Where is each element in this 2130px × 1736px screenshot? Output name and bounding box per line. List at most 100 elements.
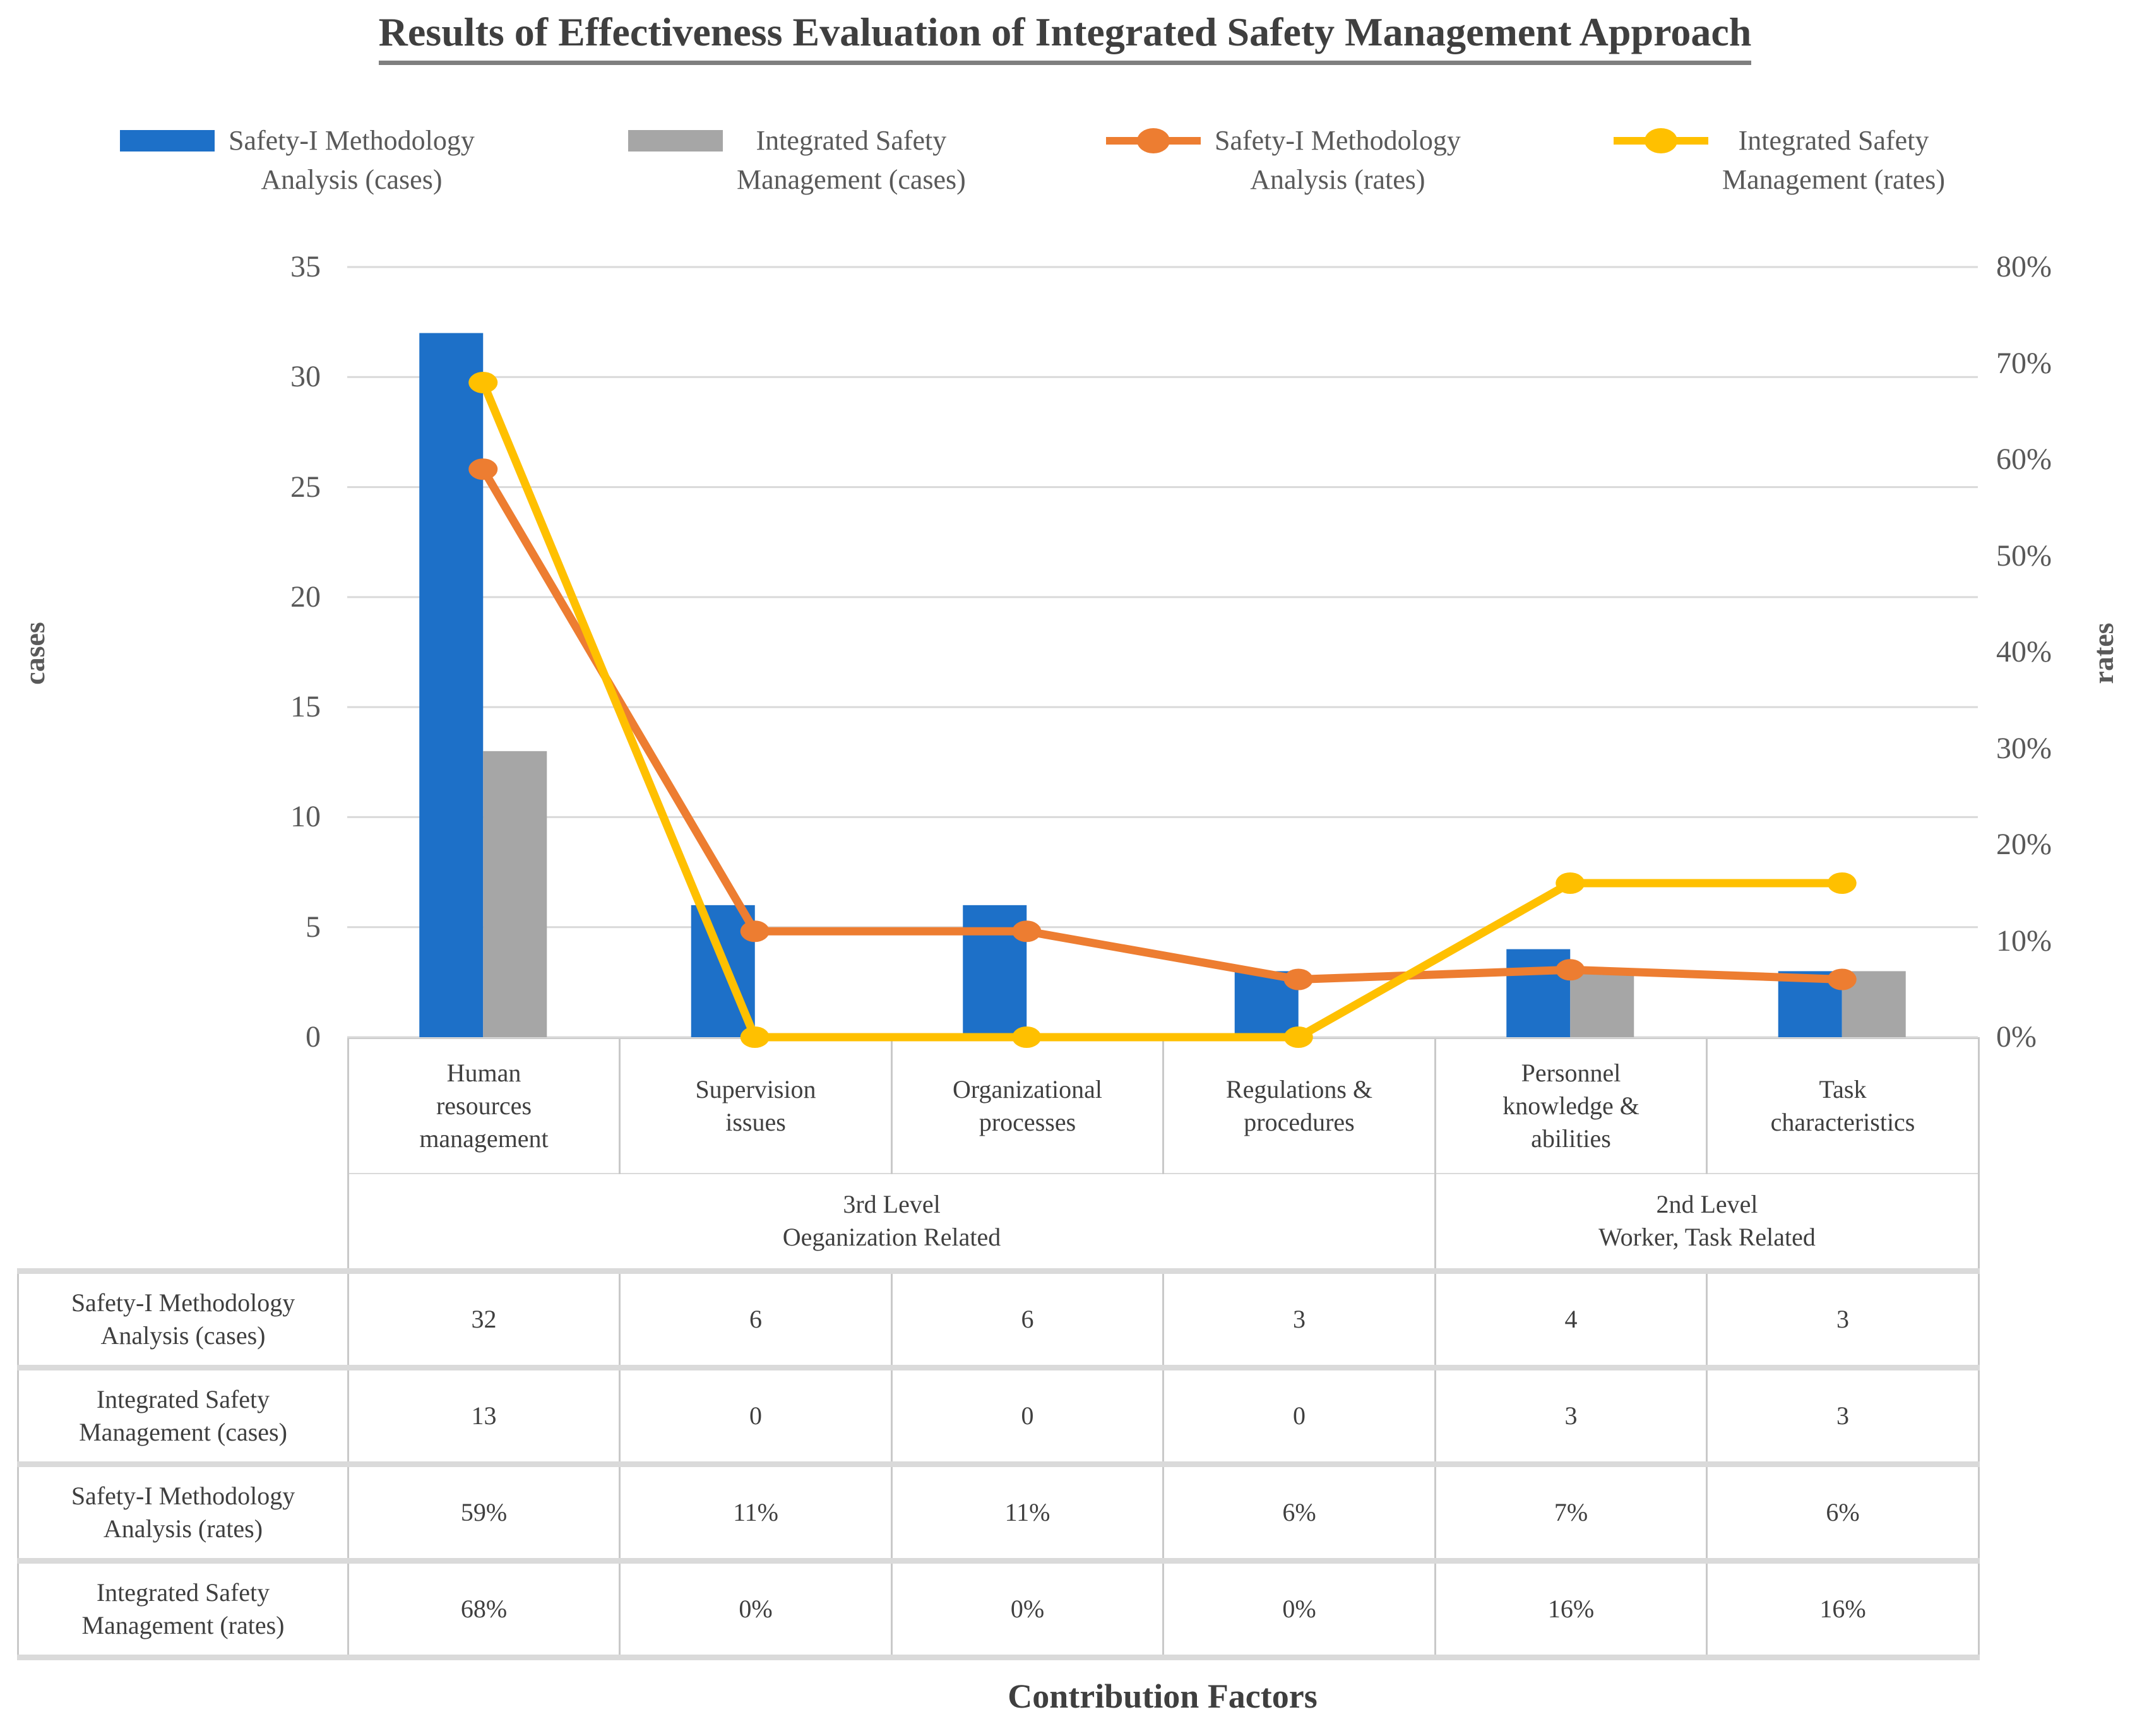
table-value: 6 [891,1268,1164,1370]
category-label: Personnel knowledge & abilities [1434,1037,1708,1174]
data-point-marker [468,372,498,393]
table-value: 0% [1162,1558,1436,1660]
data-point-marker [1556,959,1585,981]
left-axis: 35 30 25 20 15 10 5 0 [208,0,321,1736]
legend-item: Integrated Safety Management (cases) [628,121,966,199]
data-point-marker [468,458,498,480]
table-row: Integrated Safety Management (cases) 13 0 0… [17,1365,1980,1467]
table-value: 7% [1434,1461,1708,1564]
right-axis-tick: 70% [1996,346,2052,380]
table-value: 0% [619,1558,893,1660]
gray-bar-swatch-icon [628,130,723,152]
table-value: 4 [1434,1268,1708,1370]
legend-label: Integrated Safety Management (cases) [737,125,966,195]
row-header: Integrated Safety Management (cases) [17,1365,349,1467]
right-axis-tick: 20% [1996,828,2052,861]
bar [1570,971,1634,1037]
category-label: Human resources management [347,1037,621,1174]
table-row: Safety-I Methodology Analysis (rates) 59%… [17,1461,1980,1564]
category-label: Supervision issues [619,1037,893,1174]
left-axis-tick: 0 [306,1020,321,1054]
left-axis-tick: 15 [290,690,321,724]
table-value: 3 [1162,1268,1436,1370]
table-value: 68% [347,1558,621,1660]
legend-item: Safety-I Methodology Analysis (cases) [120,121,475,199]
bar [1841,971,1906,1037]
table-value: 59% [347,1461,621,1564]
category-label: Organizational processes [891,1037,1164,1174]
table-value: 3 [1434,1365,1708,1467]
left-axis-tick: 20 [290,580,321,614]
legend-label: Safety-I Methodology Analysis (cases) [229,125,475,195]
chart-title: Results of Effectiveness Evaluation of I… [0,9,2130,65]
bar [691,905,755,1037]
right-axis-tick: 60% [1996,443,2052,476]
table-value: 0 [619,1365,893,1467]
right-axis-tick: 30% [1996,731,2052,765]
legend-label: Integrated Safety Management (rates) [1722,125,1946,195]
right-axis-tick: 80% [1996,250,2052,283]
x-axis-title: Contribution Factors [1008,1677,1318,1715]
empty-cell [18,1038,348,1174]
right-axis-tick: 10% [1996,924,2052,958]
data-point-marker [1827,872,1857,894]
level-group-label: 2nd Level Worker, Task Related [1434,1173,1980,1274]
data-point-marker [1827,968,1857,990]
category-label: Regulations & procedures [1162,1037,1436,1174]
table-row: Integrated Safety Management (rates) 68% 0… [17,1558,1980,1660]
right-axis-tick: 0% [1996,1020,2037,1054]
bar [1234,971,1299,1037]
left-axis-tick: 10 [290,800,321,834]
legend-item: Safety-I Methodology Analysis (rates) [1106,121,1461,199]
data-point-marker [1012,920,1042,942]
right-axis-tick: 40% [1996,635,2052,669]
table-value: 11% [619,1461,893,1564]
row-header: Safety-I Methodology Analysis (cases) [17,1268,349,1370]
empty-cell [18,1174,348,1271]
row-header: Safety-I Methodology Analysis (rates) [17,1461,349,1564]
table-value: 3 [1706,1268,1980,1370]
table-value: 6% [1706,1461,1980,1564]
category-label: Task characteristics [1706,1037,1980,1174]
bar [483,751,547,1037]
left-axis-tick: 35 [290,250,321,283]
plot-area [347,266,1978,1048]
data-point-marker [1556,872,1585,894]
right-axis-title: rates [2087,622,2119,684]
table-value: 16% [1434,1558,1708,1660]
bar [1778,971,1842,1037]
table-value: 11% [891,1461,1164,1564]
orange-line-marker-icon [1106,121,1201,160]
table-value: 32 [347,1268,621,1370]
left-axis-title: cases [18,622,51,685]
bar [419,333,484,1037]
table-value: 6 [619,1268,893,1370]
bar [963,905,1027,1037]
line-series [479,381,1842,1042]
yellow-line-marker-icon [1614,121,1708,160]
table-row: Safety-I Methodology Analysis (cases) 32 6… [17,1268,1980,1370]
data-point-marker [740,920,770,942]
table-value: 0% [891,1558,1164,1660]
blue-bar-swatch-icon [120,130,215,152]
level-group-label: 3rd Level Oeganization Related [347,1173,1436,1274]
legend-item: Integrated Safety Management (rates) [1614,121,1945,199]
table-value: 0 [891,1365,1164,1467]
left-axis-tick: 30 [290,360,321,394]
legend-label: Safety-I Methodology Analysis (rates) [1215,125,1461,195]
table-value: 13 [347,1365,621,1467]
table-value: 6% [1162,1461,1436,1564]
table-value: 3 [1706,1365,1980,1467]
left-axis-tick: 5 [306,910,321,944]
legend: Safety-I Methodology Analysis (cases) Int… [0,121,2130,229]
data-point-marker [1283,968,1313,990]
right-axis-tick: 50% [1996,538,2052,573]
right-axis: 80% 70% 60% 50% 40% 30% 20% 10% 0% [1996,0,2129,1736]
line-series [479,467,1842,984]
left-axis-tick: 25 [290,470,321,504]
row-header: Integrated Safety Management (rates) [17,1558,349,1660]
table-value: 16% [1706,1558,1980,1660]
table-value: 0 [1162,1365,1436,1467]
bar [1506,949,1571,1037]
